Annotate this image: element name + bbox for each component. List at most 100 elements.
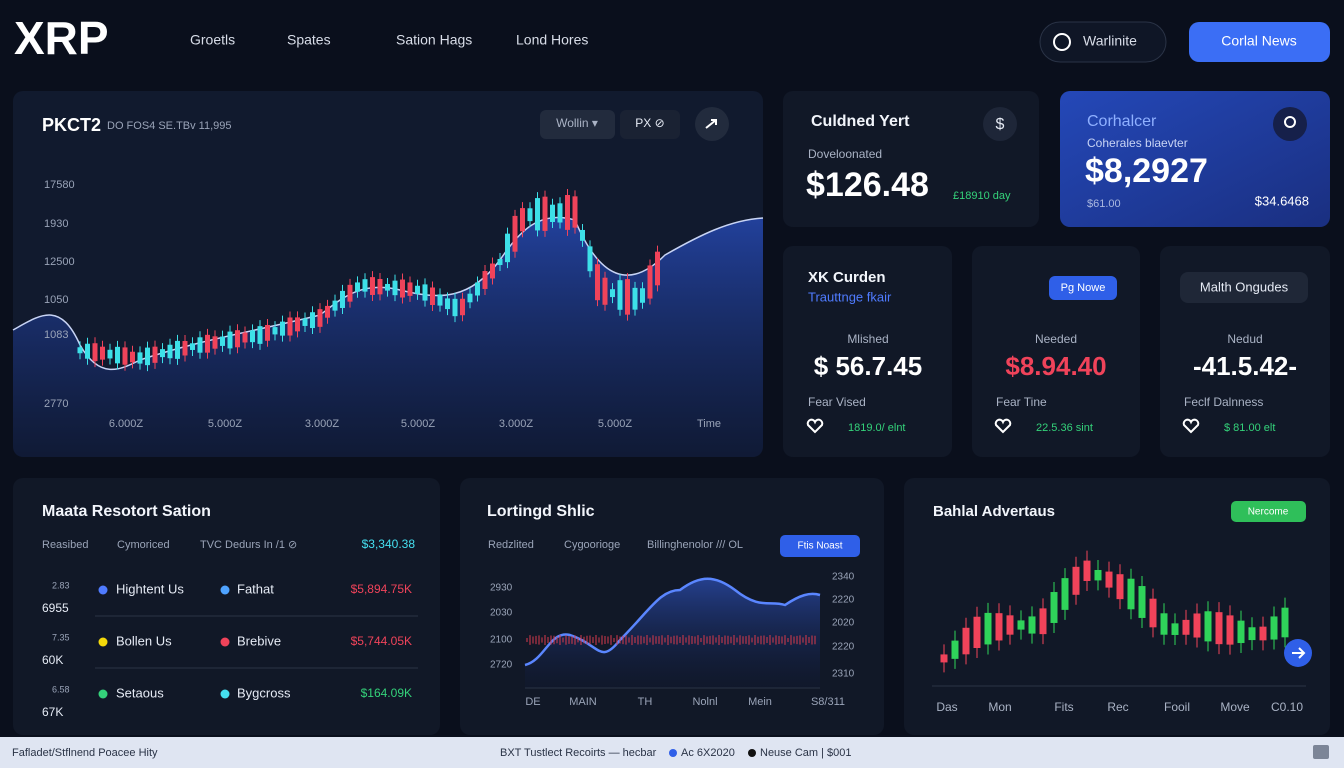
candle-body xyxy=(1138,586,1146,618)
nav-link[interactable]: Lond Hores xyxy=(516,32,588,48)
nav-link[interactable]: Groetls xyxy=(190,32,235,48)
candle-body xyxy=(272,327,278,335)
candle-body xyxy=(1083,560,1091,581)
x-label: 5.000Z xyxy=(598,418,633,430)
candle-body xyxy=(160,349,165,358)
candle-body xyxy=(535,198,540,231)
row-b: Fathat xyxy=(237,581,274,596)
news-button[interactable] xyxy=(1189,22,1330,62)
candle-body xyxy=(400,279,405,298)
candle-body xyxy=(212,336,218,349)
candle-body xyxy=(220,336,225,346)
nav-link[interactable]: Sation Hags xyxy=(396,32,472,48)
card-title: XK Curden xyxy=(808,269,886,286)
candle-body xyxy=(250,330,255,343)
stat-sub: $61.00 xyxy=(1087,198,1121,210)
candle-body xyxy=(460,298,465,316)
candle-body xyxy=(377,278,383,295)
x-label: S8/311 xyxy=(811,696,845,708)
candle-body xyxy=(452,298,458,317)
logo[interactable]: XRP xyxy=(14,12,109,64)
panel-header: Cygoorioge xyxy=(564,539,620,551)
candle-body xyxy=(1127,578,1135,610)
card-change: 1819.0/ elnt xyxy=(848,422,906,434)
candle-body xyxy=(1215,612,1223,645)
footer-icon[interactable] xyxy=(1313,745,1329,759)
panel-title: Bahlal Advertaus xyxy=(933,503,1055,520)
row-a: Setaous xyxy=(116,685,164,700)
y-label: 2030 xyxy=(490,608,513,619)
row-count: 67K xyxy=(42,705,63,719)
y-label: 2340 xyxy=(832,572,855,583)
candle-body xyxy=(167,344,173,359)
pin-icon xyxy=(1284,116,1296,128)
candle-body xyxy=(205,334,210,353)
card-value: $ 56.7.45 xyxy=(814,351,922,381)
candle-body xyxy=(625,279,630,315)
candle-body xyxy=(984,612,992,645)
candle-body xyxy=(332,300,338,311)
candle-body xyxy=(1204,611,1212,642)
row-b: Brebive xyxy=(237,633,281,648)
candle-body xyxy=(602,277,608,305)
card-label: Needed xyxy=(1035,332,1077,346)
candle-body xyxy=(92,343,98,362)
candle-body xyxy=(1094,569,1102,581)
row-b: Bygcross xyxy=(237,685,291,700)
candle-body xyxy=(77,347,83,354)
candle-body xyxy=(490,263,495,279)
y-label: 1050 xyxy=(44,294,68,306)
control[interactable] xyxy=(620,110,680,139)
arrow-icon xyxy=(705,119,717,129)
candle-body xyxy=(647,265,653,299)
y-label: 2770 xyxy=(44,398,68,410)
candle-body xyxy=(137,352,143,364)
candle-body xyxy=(1028,616,1036,634)
x-label: 3.000Z xyxy=(305,418,340,430)
stat-title: Culdned Yert xyxy=(811,113,910,130)
footer-text: Fafladet/Stflnend Poacee Hity xyxy=(12,747,158,759)
table-header: Reasibed xyxy=(42,539,88,551)
candle-body xyxy=(1017,620,1025,630)
candle-body xyxy=(542,196,548,231)
candle-body xyxy=(370,277,375,295)
row-amount: $5,744.05K xyxy=(351,634,412,648)
chart-title: PKCT2 xyxy=(42,115,101,135)
card-footer: Fear Vised xyxy=(808,395,866,409)
card-pill[interactable] xyxy=(1180,272,1308,303)
candle-body xyxy=(130,351,135,363)
candle-body xyxy=(973,616,981,649)
candle-body xyxy=(580,229,585,241)
panel-pill-label: Nercome xyxy=(1248,507,1289,518)
candle-body xyxy=(182,341,188,356)
candle-body xyxy=(445,298,450,310)
stat-title: Corhalcer xyxy=(1087,113,1157,130)
row-small: 2.83 xyxy=(52,580,70,590)
panel-pill[interactable] xyxy=(1231,501,1306,522)
y-label: 2220 xyxy=(832,642,855,653)
candle-body xyxy=(422,284,428,301)
x-label: TH xyxy=(638,696,653,708)
heart-icon xyxy=(806,418,824,434)
stat-value: $126.48 xyxy=(806,166,929,204)
candle-body xyxy=(1050,592,1058,623)
candle-body xyxy=(347,284,353,302)
x-label: 6.000Z xyxy=(109,418,144,430)
stat-value: $8,2927 xyxy=(1085,152,1208,190)
control[interactable] xyxy=(540,110,615,139)
card-change: 22.5.36 sint xyxy=(1036,422,1093,434)
x-label: Time xyxy=(697,418,721,430)
nav-link[interactable]: Spates xyxy=(287,32,331,48)
arrow-icon xyxy=(1292,647,1306,659)
candle-body xyxy=(317,309,323,327)
control-label: Wollin ▾ xyxy=(556,116,598,130)
card-button[interactable] xyxy=(1049,276,1117,300)
x-label: 3.000Z xyxy=(499,418,534,430)
y-label: 2930 xyxy=(490,583,513,594)
panel-button[interactable] xyxy=(780,535,860,557)
row-count: 60K xyxy=(42,653,63,667)
footer-text: Neuse Cam | $001 xyxy=(760,747,852,759)
candle-body xyxy=(107,349,113,359)
search-box[interactable] xyxy=(1039,21,1167,63)
candles xyxy=(77,189,660,372)
